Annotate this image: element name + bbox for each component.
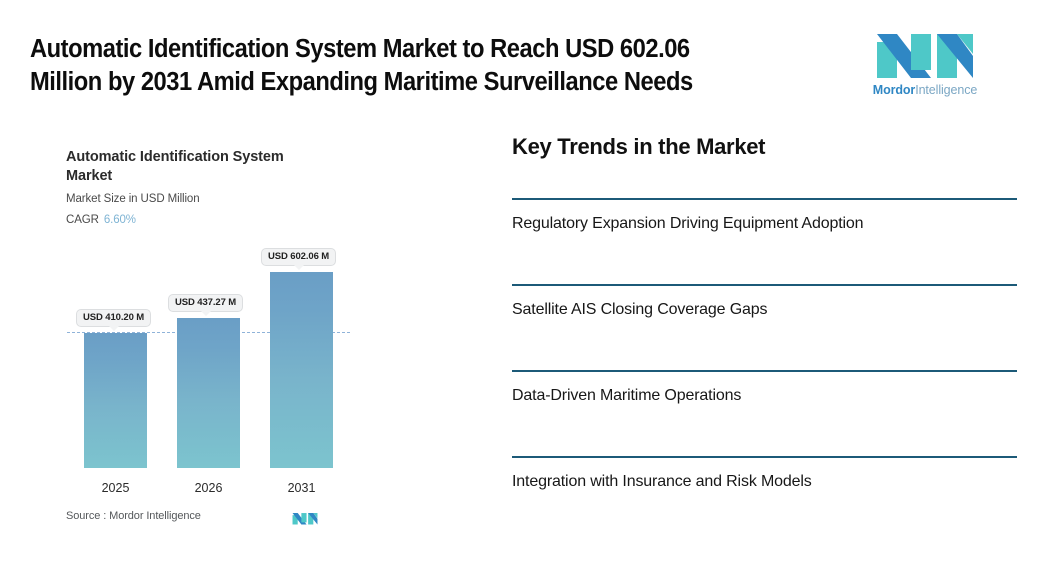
- x-axis-label-2026: 2026: [194, 481, 223, 495]
- chart-source-name: Mordor Intelligence: [109, 510, 201, 522]
- bar-value-label-2031: USD 602.06 M: [261, 247, 337, 270]
- brand-wordmark: MordorIntelligence: [870, 83, 980, 97]
- mordor-m-logo-icon: [877, 34, 973, 78]
- bar-2026: [177, 318, 240, 468]
- key-trends-panel: Key Trends in the Market Regulatory Expa…: [512, 134, 1017, 542]
- key-trends-title: Key Trends in the Market: [512, 134, 766, 159]
- chart-subtitle: Market Size in USD Million: [66, 193, 200, 205]
- market-size-chart: Automatic Identification System Market M…: [46, 130, 376, 540]
- chart-title: Automatic Identification System Market: [66, 149, 284, 185]
- bar-2031: [270, 272, 333, 468]
- chart-source: Source : Mordor Intelligence: [66, 510, 201, 522]
- trend-item-label: Integration with Insurance and Risk Mode…: [512, 473, 812, 490]
- trend-item: Integration with Insurance and Risk Mode…: [512, 456, 1017, 542]
- trend-item: Satellite AIS Closing Coverage Gaps: [512, 284, 1017, 370]
- trend-item-label: Data-Driven Maritime Operations: [512, 387, 742, 404]
- brand-wordmark-light: Intelligence: [915, 83, 978, 97]
- cagr-label: CAGR: [66, 214, 99, 226]
- source-mordor-m-logo-icon: [292, 513, 318, 525]
- trend-item: Data-Driven Maritime Operations: [512, 370, 1017, 456]
- trend-item: Regulatory Expansion Driving Equipment A…: [512, 198, 1017, 284]
- bar-value-label-2026: USD 437.27 M: [168, 293, 244, 316]
- brand-wordmark-bold: Mordor: [872, 83, 916, 97]
- chart-cagr: CAGR 6.60%: [66, 214, 136, 226]
- chart-plot-area: USD 410.20 M USD 437.27 M USD 602.06 M 2…: [46, 130, 376, 540]
- brand-logo: MordorIntelligence: [870, 32, 980, 104]
- chart-source-label: Source :: [66, 510, 107, 522]
- bar-value-label-2025: USD 410.20 M: [76, 308, 152, 331]
- page-title-line-2: Million by 2031 Amid Expanding Maritime …: [30, 67, 693, 96]
- trend-item-label: Regulatory Expansion Driving Equipment A…: [512, 215, 864, 232]
- page-title: Automatic Identification System Market t…: [30, 33, 737, 99]
- trend-item-label: Satellite AIS Closing Coverage Gaps: [512, 301, 768, 318]
- bar-2025: [84, 333, 147, 468]
- cagr-value: 6.60%: [103, 214, 136, 226]
- x-axis-label-2025: 2025: [101, 481, 130, 495]
- page-title-line-1: Automatic Identification System Market t…: [30, 35, 690, 63]
- x-axis-label-2031: 2031: [287, 481, 316, 495]
